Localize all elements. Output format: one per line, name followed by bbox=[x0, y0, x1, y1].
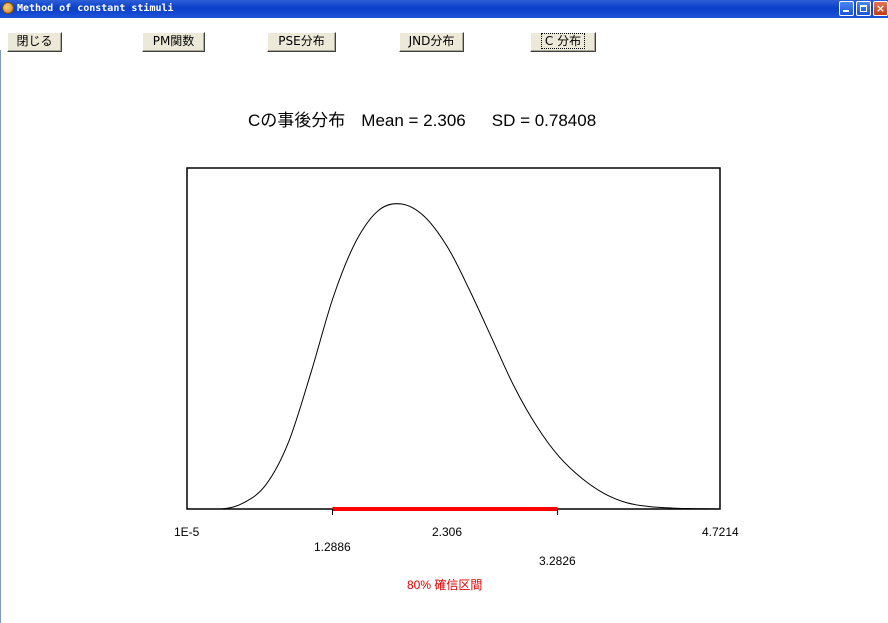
toolbar: 閉じる PM関数 PSE分布 JND分布 C 分布 bbox=[0, 18, 888, 52]
left-window-edge bbox=[0, 18, 1, 623]
chart-title: Cの事後分布 bbox=[248, 111, 346, 130]
maximize-icon bbox=[860, 5, 867, 12]
plot-frame bbox=[186, 167, 721, 510]
close-button[interactable]: 閉じる bbox=[7, 32, 62, 52]
tick-label-max: 4.7214 bbox=[702, 525, 739, 539]
minimize-icon bbox=[843, 10, 849, 12]
pse-distribution-button[interactable]: PSE分布 bbox=[267, 32, 336, 52]
density-curve bbox=[186, 203, 721, 510]
close-button-label: 閉じる bbox=[16, 34, 53, 48]
jnd-distribution-button[interactable]: JND分布 bbox=[399, 32, 464, 52]
mean-readout: Mean = 2.306 bbox=[361, 111, 466, 130]
window-title: Method of constant stimuli bbox=[17, 3, 174, 14]
c-distribution-button[interactable]: C 分布 bbox=[530, 32, 596, 52]
pse-distribution-button-label: PSE分布 bbox=[278, 34, 325, 48]
maximize-button[interactable] bbox=[856, 1, 871, 16]
tick-label-min: 1E-5 bbox=[174, 525, 200, 539]
sd-readout: SD = 0.78408 bbox=[491, 111, 597, 130]
chart-heading: Cの事後分布 Mean = 2.306 SD = 0.78408 bbox=[248, 106, 596, 131]
title-bar[interactable]: Method of constant stimuli × bbox=[0, 0, 888, 18]
credible-interval-label: 80% 確信区間 bbox=[407, 578, 483, 592]
tick-label-mean: 2.306 bbox=[432, 525, 463, 539]
jnd-distribution-button-label: JND分布 bbox=[408, 34, 455, 48]
app-icon[interactable] bbox=[2, 2, 14, 14]
c-distribution-button-label: C 分布 bbox=[540, 33, 586, 49]
close-icon: × bbox=[875, 2, 886, 15]
pm-function-button[interactable]: PM関数 bbox=[142, 32, 205, 52]
close-window-button[interactable]: × bbox=[873, 1, 888, 16]
tick-label-ci-lower: 1.2886 bbox=[314, 540, 351, 554]
minimize-button[interactable] bbox=[839, 1, 854, 16]
tick-label-ci-upper: 3.2826 bbox=[539, 554, 576, 568]
pm-function-button-label: PM関数 bbox=[152, 34, 195, 48]
